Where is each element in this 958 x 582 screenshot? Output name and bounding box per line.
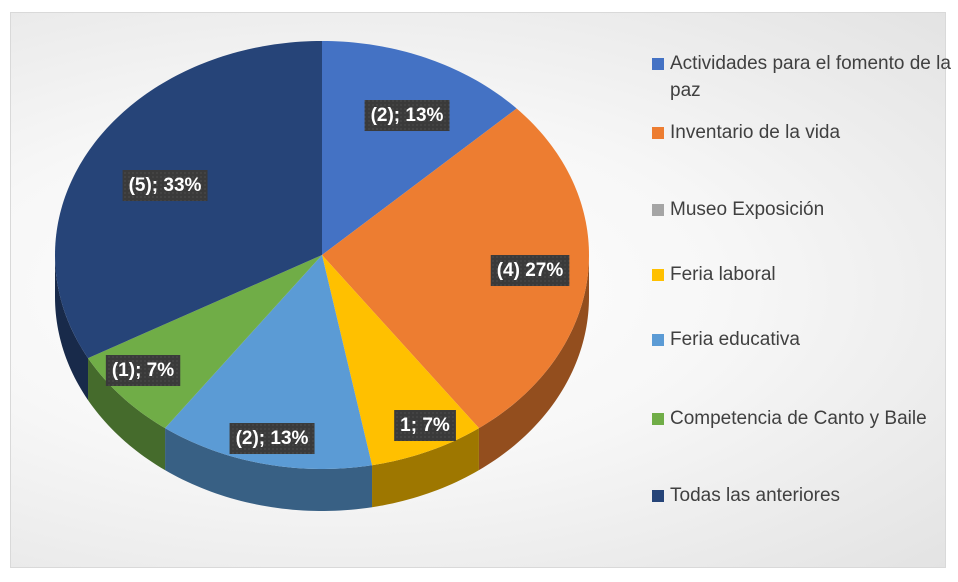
data-label: (2); 13% [364, 100, 450, 132]
data-label-box [490, 255, 570, 287]
data-label-text: 1; 7% [400, 415, 450, 436]
data-label-text: (2); 13% [236, 428, 309, 449]
pie-side [165, 428, 373, 511]
legend-swatch [652, 490, 664, 502]
legend-item: Inventario de la vida [652, 119, 952, 146]
pie-slice [165, 255, 373, 469]
legend-swatch [652, 334, 664, 346]
legend-swatch [652, 127, 664, 139]
data-label: (2); 13% [229, 423, 315, 455]
legend-item: Competencia de Canto y Baile [652, 405, 952, 432]
data-label-box [229, 423, 315, 455]
pie-side [55, 255, 89, 401]
legend-item: Museo Exposición [652, 196, 952, 223]
legend-label: Competencia de Canto y Baile [670, 408, 927, 429]
data-label-box [122, 170, 208, 202]
data-label-box [364, 100, 450, 132]
legend-item: Actividades para el fomento de la paz [652, 50, 952, 104]
data-label: (5); 33% [122, 170, 208, 202]
data-label-box [105, 355, 181, 387]
data-label-text: (1); 7% [112, 360, 174, 381]
data-label-text: (4) 27% [497, 260, 564, 281]
legend-item: Feria laboral [652, 261, 952, 288]
legend-swatch [652, 58, 664, 70]
data-label: (1); 7% [105, 355, 181, 387]
data-label-text: (5); 33% [129, 175, 202, 196]
data-label: 1; 7% [394, 410, 456, 442]
legend-swatch [652, 413, 664, 425]
legend-item: Feria educativa [652, 326, 952, 353]
data-label-text: (2); 13% [371, 105, 444, 126]
legend-label: Feria laboral [670, 264, 776, 285]
pie-side [478, 255, 589, 471]
pie-slice [322, 41, 517, 255]
legend-swatch [652, 204, 664, 216]
legend-item: Todas las anteriores [652, 482, 952, 509]
legend-label: Feria educativa [670, 329, 800, 350]
data-label-box [394, 410, 456, 442]
pie-side [372, 428, 479, 508]
pie-slice [322, 108, 589, 429]
pie-side [88, 358, 166, 471]
data-label: (4) 27% [490, 255, 570, 287]
legend-swatch [652, 269, 664, 281]
legend-label: Todas las anteriores [670, 485, 841, 506]
legend-label: Inventario de la vida [670, 122, 841, 143]
legend-label: Actividades para el fomento de la paz [670, 53, 951, 101]
legend-label: Museo Exposición [670, 199, 825, 220]
